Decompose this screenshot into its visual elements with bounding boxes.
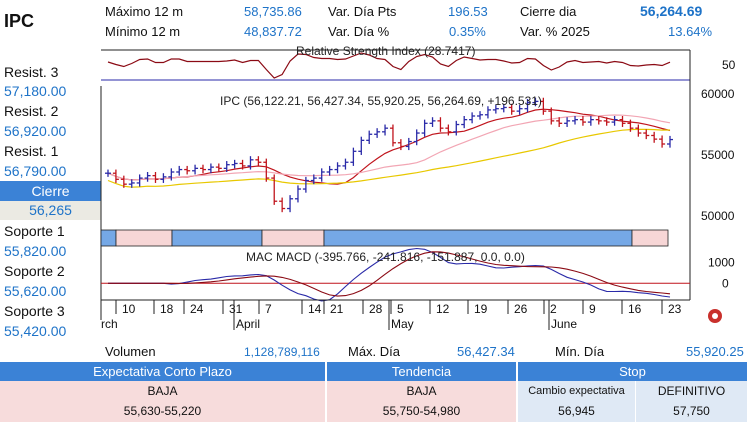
- cierre-value: 56,265: [0, 201, 101, 220]
- date-tick-label: 28: [369, 302, 383, 316]
- month-label: rch: [101, 317, 118, 331]
- min12-label: Mínimo 12 m: [105, 24, 181, 39]
- max-day-label: Máx. Día: [348, 344, 401, 359]
- volume-label: Volumen: [105, 344, 156, 359]
- support-1-label: Soporte 1: [4, 223, 65, 239]
- month-label: June: [551, 317, 577, 331]
- price-title: IPC (56,122.21, 56,427.34, 55,920.25, 56…: [220, 94, 542, 108]
- resist-1-value: 56,790.00: [4, 163, 67, 179]
- ma-mid-line: [107, 114, 671, 181]
- date-tick-label: 9: [589, 302, 596, 316]
- macd-tick-label: 0: [722, 276, 729, 290]
- rsi-title: Relative Strength Index (28.7417): [296, 44, 475, 58]
- rsi-line: [107, 52, 671, 79]
- stop-definitive-value: 57,750: [636, 401, 747, 422]
- date-tick-label: 14: [308, 302, 322, 316]
- resist-1-label: Resist. 1: [4, 143, 59, 159]
- expectation-direction: BAJA: [0, 381, 325, 401]
- ma-long-line: [107, 128, 671, 188]
- support-2-label: Soporte 2: [4, 263, 65, 279]
- var-pts-value: 196.53: [448, 4, 488, 19]
- ma-short-line: [107, 108, 671, 185]
- settings-icon[interactable]: [708, 309, 722, 323]
- expectation-range: 55,630-55,220: [0, 401, 325, 422]
- rsi-tick-label: 50: [722, 58, 736, 72]
- date-tick-label: 18: [160, 302, 174, 316]
- date-tick-label: 31: [229, 302, 243, 316]
- support-2-value: 55,620.00: [4, 283, 67, 299]
- resist-2-value: 56,920.00: [4, 123, 67, 139]
- max12-label: Máximo 12 m: [105, 4, 184, 19]
- trend-band-segment: [100, 229, 117, 247]
- support-3-value: 55,420.00: [4, 323, 67, 339]
- macd-signal-line: [108, 251, 671, 297]
- month-label: April: [236, 317, 260, 331]
- min-day-label: Mín. Día: [555, 344, 605, 359]
- close-value: 56,264.69: [640, 3, 703, 19]
- max12-value: 58,735.86: [244, 4, 302, 19]
- var-pct-label: Var. Día %: [328, 24, 390, 39]
- macd-tick-label: 1000: [708, 255, 735, 269]
- date-tick-label: 23: [668, 302, 682, 316]
- date-tick-label: 5: [397, 302, 404, 316]
- date-tick-label: 21: [330, 302, 344, 316]
- date-tick-label: 16: [628, 302, 642, 316]
- trend-band-segment: [115, 229, 173, 247]
- var-year-value: 13.64%: [668, 24, 713, 39]
- support-3-label: Soporte 3: [4, 303, 65, 319]
- macd-title: MAC MACD (-395.766, -241.816, -151.887, …: [246, 250, 525, 264]
- trend-direction: BAJA: [327, 381, 516, 401]
- month-label: May: [391, 317, 414, 331]
- trend-band-segment: [171, 229, 263, 247]
- trend-header: Tendencia: [327, 362, 516, 381]
- var-year-label: Var. % 2025: [520, 24, 590, 39]
- price-tick-label: 55000: [701, 148, 735, 162]
- resist-2-label: Resist. 2: [4, 103, 59, 119]
- symbol-title: IPC: [4, 11, 35, 31]
- macd-line: [108, 247, 671, 302]
- trend-band-segment: [631, 229, 669, 247]
- var-pct-value: 0.35%: [449, 24, 486, 39]
- volume-value: 1,128,789,116: [244, 345, 320, 359]
- resist-3-value: 57,180.00: [4, 83, 67, 99]
- stop-definitive-label: DEFINITIVO: [636, 381, 747, 401]
- date-tick-label: 2: [550, 302, 557, 316]
- stop-change-value: 56,945: [518, 401, 635, 422]
- close-label: Cierre dia: [520, 4, 577, 19]
- date-tick-label: 10: [122, 302, 136, 316]
- date-tick-label: 24: [190, 302, 204, 316]
- trend-range: 55,750-54,980: [327, 401, 516, 422]
- min12-value: 48,837.72: [244, 24, 302, 39]
- min-day-value: 55,920.25: [686, 344, 744, 359]
- max-day-value: 56,427.34: [457, 344, 515, 359]
- price-tick-label: 60000: [701, 87, 735, 101]
- resist-3-label: Resist. 3: [4, 64, 59, 80]
- trend-band-segment: [323, 229, 633, 247]
- stop-change-label: Cambio expectativa: [518, 381, 635, 401]
- date-tick-label: 26: [514, 302, 528, 316]
- date-tick-label: 12: [436, 302, 450, 316]
- price-tick-label: 50000: [701, 209, 735, 223]
- expectation-header: Expectativa Corto Plazo: [0, 362, 325, 381]
- trend-band-segment: [261, 229, 325, 247]
- date-tick-label: 7: [265, 302, 272, 316]
- date-tick-label: 19: [474, 302, 488, 316]
- ipc-chart: 50000 55000 60000 50 0 1000 10 18 24 31 7 14 21 28 5 12…: [100, 44, 736, 331]
- stop-header: Stop: [518, 362, 747, 381]
- support-1-value: 55,820.00: [4, 243, 67, 259]
- cierre-label: Cierre: [0, 181, 101, 201]
- var-pts-label: Var. Día Pts: [328, 4, 397, 19]
